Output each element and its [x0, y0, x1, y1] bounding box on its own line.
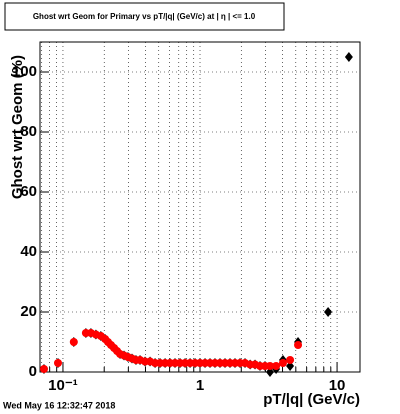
x-tick-label: 1 — [196, 377, 204, 394]
y-axis-title: Ghost wrt Geom (%) — [9, 55, 26, 199]
data-point — [272, 362, 281, 370]
data-point — [344, 52, 353, 62]
data-point — [53, 359, 62, 367]
y-tick-label: 100 — [12, 63, 37, 80]
y-tick-label: 40 — [20, 243, 37, 260]
data-point — [265, 367, 274, 377]
data-point — [324, 307, 333, 317]
data-point — [286, 361, 295, 371]
y-tick-label: 0 — [29, 363, 37, 380]
chart-title: Ghost wrt Geom for Primary vs pT/|q| (Ge… — [33, 12, 256, 21]
data-point — [294, 341, 303, 349]
title-box — [4, 2, 285, 31]
x-tick-label: 10 — [329, 377, 346, 394]
x-axis-title: pT/|q| (GeV/c) — [263, 391, 360, 408]
y-tick-label: 80 — [20, 123, 37, 140]
data-point — [265, 362, 274, 370]
y-tick-label: 20 — [20, 303, 37, 320]
footer-date: Wed May 16 12:32:47 2018 — [3, 400, 115, 410]
x-tick-label: 10⁻¹ — [48, 377, 78, 394]
data-point — [278, 359, 287, 367]
data-point — [69, 338, 78, 346]
plot-frame — [39, 41, 361, 373]
data-point — [39, 365, 48, 373]
y-tick-label: 60 — [20, 183, 37, 200]
data-point — [286, 356, 295, 364]
